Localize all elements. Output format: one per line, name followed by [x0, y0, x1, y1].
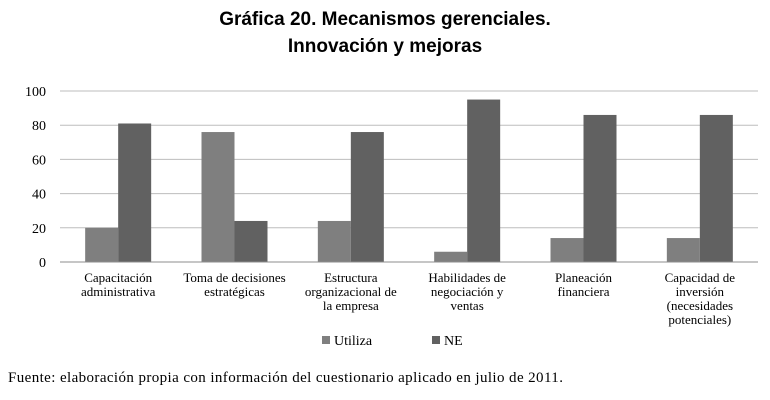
legend-swatch-utiliza [322, 336, 330, 344]
category-label-line: Toma de decisiones [183, 270, 285, 285]
category-label-line: organizacional de [305, 284, 397, 299]
chart-title: Gráfica 20. Mecanismos gerenciales. Inno… [0, 6, 770, 60]
bar-ne-5 [699, 114, 733, 262]
category-label-line: Planeación [555, 270, 613, 285]
source-note: Fuente: elaboración propia con informaci… [8, 370, 564, 386]
y-tick-label: 60 [32, 153, 46, 168]
category-label-line: Capacidad de [665, 270, 736, 285]
y-tick-label: 40 [32, 188, 46, 203]
category-label: Habilidades de negociación y ventas [428, 270, 506, 313]
category-label-line: administrativa [81, 284, 156, 299]
bar-ne-3 [467, 99, 501, 262]
legend: Utiliza NE [322, 334, 463, 349]
category-label: Planeación financiera [555, 270, 613, 299]
gridlines [60, 90, 758, 229]
chart-title-line-2: Innovación y mejoras [287, 36, 483, 57]
bar-utiliza-0 [85, 227, 119, 262]
bar-ne-0 [118, 123, 152, 263]
bars [85, 99, 733, 263]
category-label: Capacidad de inversión (necesidades potenci… [665, 270, 736, 327]
y-tick-label: 0 [39, 256, 46, 271]
category-label-line: inversión [676, 284, 725, 299]
category-label-line: estratégicas [204, 284, 265, 299]
bar-utiliza-5 [666, 238, 700, 262]
category-label-line: negociación y [431, 284, 504, 299]
bar-utiliza-1 [201, 132, 235, 262]
category-label-line: Capacitación [84, 270, 152, 285]
category-label-line: Habilidades de [428, 270, 506, 285]
category-label-line: (necesidades [667, 298, 733, 313]
category-label: Estructura organizacional de la empresa [305, 270, 397, 313]
legend-label-ne: NE [444, 334, 463, 349]
bar-ne-4 [583, 114, 617, 262]
category-label-line: ventas [451, 298, 484, 313]
y-axis-ticks: 0 20 40 60 80 100 [25, 85, 46, 271]
x-axis-categories: Capacitación administrativa Toma de decisi… [81, 270, 735, 327]
bar-utiliza-2 [317, 220, 351, 262]
category-label-line: Estructura [324, 270, 378, 285]
legend-label-utiliza: Utiliza [334, 334, 373, 349]
legend-swatch-ne [432, 336, 440, 344]
category-label-line: potenciales) [668, 312, 731, 327]
y-tick-label: 80 [32, 119, 46, 134]
category-label: Toma de decisiones estratégicas [183, 270, 285, 299]
chart-title-line-1: Gráfica 20. Mecanismos gerenciales. [219, 9, 551, 30]
bar-ne-1 [234, 220, 268, 262]
category-label-line: financiera [558, 284, 610, 299]
bar-ne-2 [350, 132, 384, 262]
bar-utiliza-4 [550, 238, 584, 262]
category-label: Capacitación administrativa [81, 270, 156, 299]
y-tick-label: 20 [32, 222, 46, 237]
bar-utiliza-3 [434, 251, 468, 262]
y-tick-label: 100 [25, 85, 46, 100]
category-label-line: la empresa [323, 298, 379, 313]
